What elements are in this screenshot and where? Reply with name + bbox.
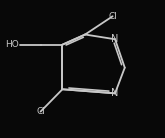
Text: Cl: Cl [108,12,117,21]
Text: N: N [111,34,119,44]
Text: N: N [111,88,119,98]
Text: HO: HO [5,40,19,49]
Text: Cl: Cl [36,107,45,116]
